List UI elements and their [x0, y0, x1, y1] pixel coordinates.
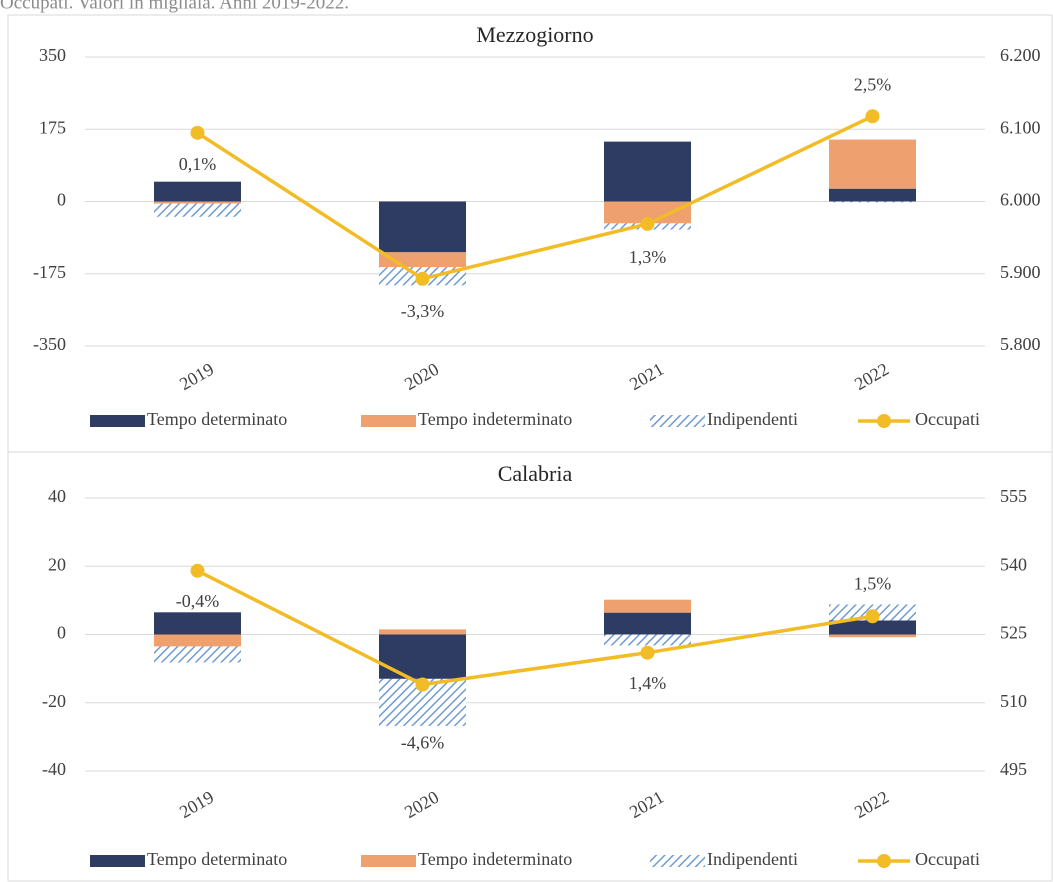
legend-marker	[877, 414, 891, 428]
y2-tick-label: 5.800	[1000, 334, 1041, 354]
y-tick-label: 40	[48, 486, 66, 506]
line	[196, 569, 873, 687]
bar	[604, 201, 691, 224]
y2-tick-label: 495	[1000, 759, 1027, 779]
y-tick-label: 20	[48, 554, 66, 574]
bar	[829, 201, 916, 203]
caption: Occupati. Valori in migliaia. Anni 2019-…	[0, 0, 349, 13]
legend-label: Occupati	[915, 409, 980, 429]
legend-label: Tempo determinato	[147, 409, 287, 429]
bar	[604, 599, 691, 613]
panel-border	[7, 451, 1053, 882]
point-label: 1,4%	[629, 673, 667, 693]
bar	[154, 201, 241, 204]
y-tick-label: 0	[57, 190, 66, 210]
point-label: -3,3%	[401, 301, 445, 321]
point-label: 1,3%	[629, 247, 667, 267]
y-tick-label: -20	[42, 691, 66, 711]
y-tick-label: 175	[39, 117, 66, 137]
y2-tick-label: 6.200	[1000, 45, 1041, 65]
point-label: 2,5%	[854, 74, 892, 94]
x-tick-label: 2020	[401, 787, 442, 822]
y-tick-label: -40	[42, 759, 66, 779]
x-tick-label: 2021	[626, 787, 667, 822]
bar	[829, 139, 916, 189]
bar	[604, 634, 691, 646]
line-point	[865, 109, 880, 124]
bar	[379, 629, 466, 635]
bar	[379, 634, 466, 679]
legend-label: Indipendenti	[707, 849, 798, 869]
line-point	[190, 563, 205, 578]
bar	[829, 620, 916, 635]
bar	[154, 181, 241, 202]
y-tick-label: -175	[33, 262, 66, 282]
line-point	[640, 645, 655, 660]
legend-swatch	[361, 855, 416, 867]
bar	[154, 203, 241, 217]
y2-tick-label: 6.100	[1000, 117, 1041, 137]
y2-tick-label: 540	[1000, 554, 1027, 574]
line-point	[190, 125, 205, 140]
legend-label: Occupati	[915, 849, 980, 869]
bar	[829, 188, 916, 202]
line-point	[415, 677, 430, 692]
point-label: 1,5%	[854, 573, 892, 593]
legend-label: Tempo indeterminato	[418, 409, 572, 429]
y2-tick-label: 525	[1000, 623, 1027, 643]
x-tick-label: 2019	[176, 787, 217, 822]
panel-border	[7, 14, 1053, 453]
bar	[154, 634, 241, 647]
bar	[829, 634, 916, 638]
legend-swatch	[90, 855, 145, 867]
x-tick-label: 2022	[851, 359, 892, 394]
legend-label: Tempo determinato	[147, 849, 287, 869]
y2-tick-label: 555	[1000, 486, 1027, 506]
x-tick-label: 2020	[401, 359, 442, 394]
line-point	[865, 609, 880, 624]
legend-label: Tempo indeterminato	[418, 849, 572, 869]
y-tick-label: 350	[39, 45, 66, 65]
legend-marker	[877, 854, 891, 868]
point-label: -4,6%	[401, 733, 445, 753]
legend-swatch	[90, 415, 145, 427]
legend-swatch	[650, 415, 705, 427]
y2-tick-label: 510	[1000, 691, 1027, 711]
x-tick-label: 2019	[176, 359, 217, 394]
legend-label: Indipendenti	[707, 409, 798, 429]
bar	[154, 612, 241, 635]
bar	[604, 141, 691, 202]
legend-swatch	[361, 415, 416, 427]
point-label: -0,4%	[176, 591, 220, 611]
line-point	[415, 271, 430, 286]
bar	[604, 612, 691, 635]
x-tick-label: 2021	[626, 359, 667, 394]
y-tick-label: 0	[57, 623, 66, 643]
point-label: 0,1%	[179, 154, 217, 174]
y2-tick-label: 5.900	[1000, 262, 1041, 282]
legend-swatch	[650, 855, 705, 867]
bar	[379, 201, 466, 253]
chart-title: Calabria	[498, 461, 573, 486]
y-tick-label: -350	[33, 334, 66, 354]
line	[196, 114, 874, 281]
line-point	[640, 216, 655, 231]
chart-title: Mezzogiorno	[476, 22, 593, 47]
x-tick-label: 2022	[851, 787, 892, 822]
bar	[154, 646, 241, 663]
y2-tick-label: 6.000	[1000, 190, 1041, 210]
